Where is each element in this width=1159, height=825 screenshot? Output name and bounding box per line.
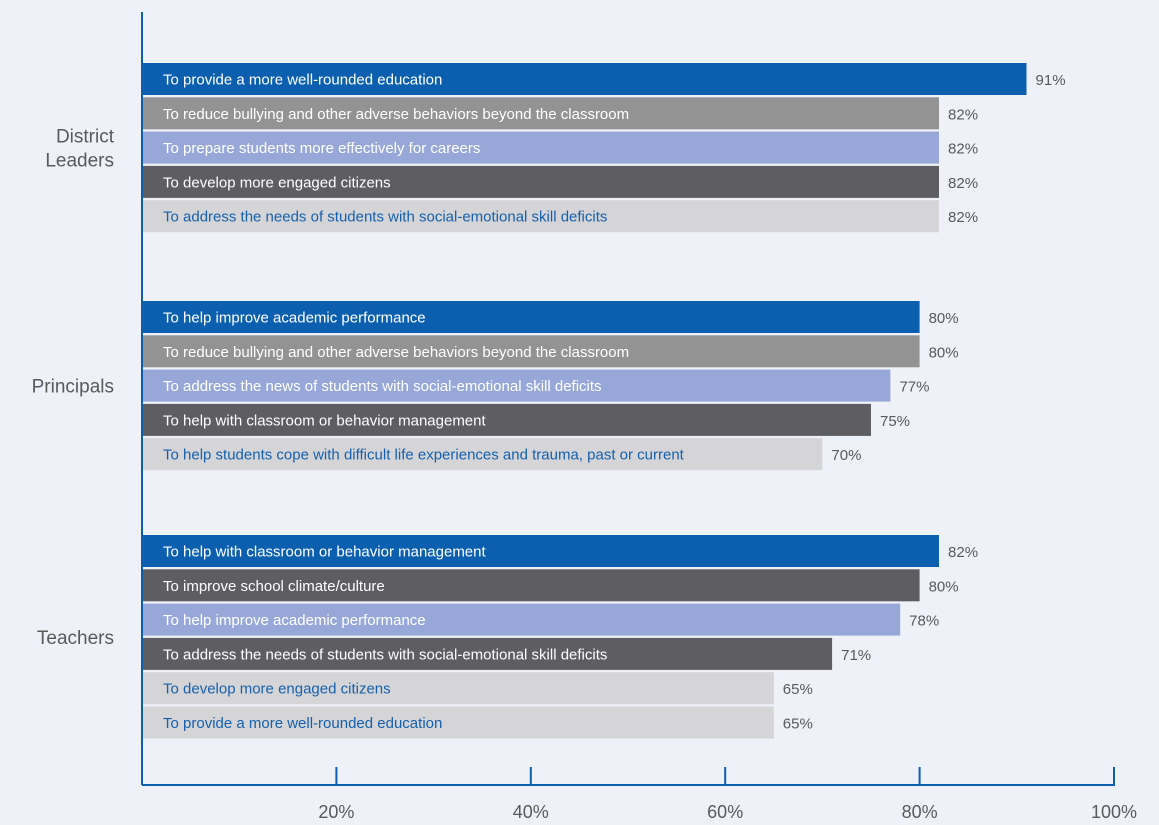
x-tick-label: 60% <box>707 802 743 822</box>
bar-label: To help improve academic performance <box>163 612 426 629</box>
value-label: 80% <box>929 344 959 361</box>
bar <box>142 131 939 164</box>
bar <box>142 438 823 471</box>
value-label: 65% <box>783 716 813 733</box>
bar-label: To develop more engaged citizens <box>163 174 391 191</box>
bar-label: To prepare students more effectively for… <box>163 140 480 157</box>
bar <box>142 603 901 636</box>
bar-label: To help improve academic performance <box>163 310 426 327</box>
x-tick-label: 40% <box>513 802 549 822</box>
bar <box>142 63 1027 95</box>
bar <box>142 301 920 333</box>
bar <box>142 535 939 567</box>
bar <box>142 369 891 402</box>
bar-label: To develop more engaged citizens <box>163 681 391 698</box>
value-label: 82% <box>948 544 978 561</box>
bar <box>142 165 939 198</box>
bar-label: To help with classroom or behavior manag… <box>163 412 486 429</box>
bar-label: To reduce bullying and other adverse beh… <box>163 106 629 123</box>
group-label: Leaders <box>45 151 114 172</box>
value-label: 82% <box>948 106 978 123</box>
value-label: 75% <box>880 413 910 430</box>
bar-label: To address the news of students with soc… <box>163 378 602 395</box>
bar <box>142 403 871 436</box>
bar-label: To help students cope with difficult lif… <box>163 447 685 464</box>
value-label: 78% <box>909 613 939 630</box>
x-tick-label: 20% <box>318 802 354 822</box>
value-label: 91% <box>1036 72 1066 89</box>
value-label: 71% <box>841 647 871 664</box>
bar <box>142 672 774 705</box>
bar-label: To reduce bullying and other adverse beh… <box>163 344 629 361</box>
value-label: 82% <box>948 175 978 192</box>
bar-label: To address the needs of students with so… <box>163 209 607 226</box>
bar <box>142 569 920 602</box>
group-label: District <box>56 127 115 148</box>
bar <box>142 200 939 233</box>
group-label: Principals <box>32 377 114 398</box>
x-tick-label: 80% <box>902 802 938 822</box>
group-label: Teachers <box>37 628 114 649</box>
bar-label: To improve school climate/culture <box>163 578 385 595</box>
bar-label: To provide a more well-rounded education <box>163 715 442 732</box>
value-label: 80% <box>929 310 959 327</box>
value-label: 65% <box>783 681 813 698</box>
value-label: 77% <box>899 379 929 396</box>
bar-label: To help with classroom or behavior manag… <box>163 544 486 561</box>
value-label: 70% <box>831 447 861 464</box>
bar <box>142 97 939 130</box>
bar-label: To provide a more well-rounded education <box>163 72 442 89</box>
bar <box>142 706 774 739</box>
value-label: 80% <box>929 578 959 595</box>
bar <box>142 335 920 368</box>
bar <box>142 637 833 670</box>
value-label: 82% <box>948 141 978 158</box>
value-label: 82% <box>948 209 978 226</box>
x-tick-label: 100% <box>1091 802 1137 822</box>
bar-label: To address the needs of students with so… <box>163 646 607 663</box>
